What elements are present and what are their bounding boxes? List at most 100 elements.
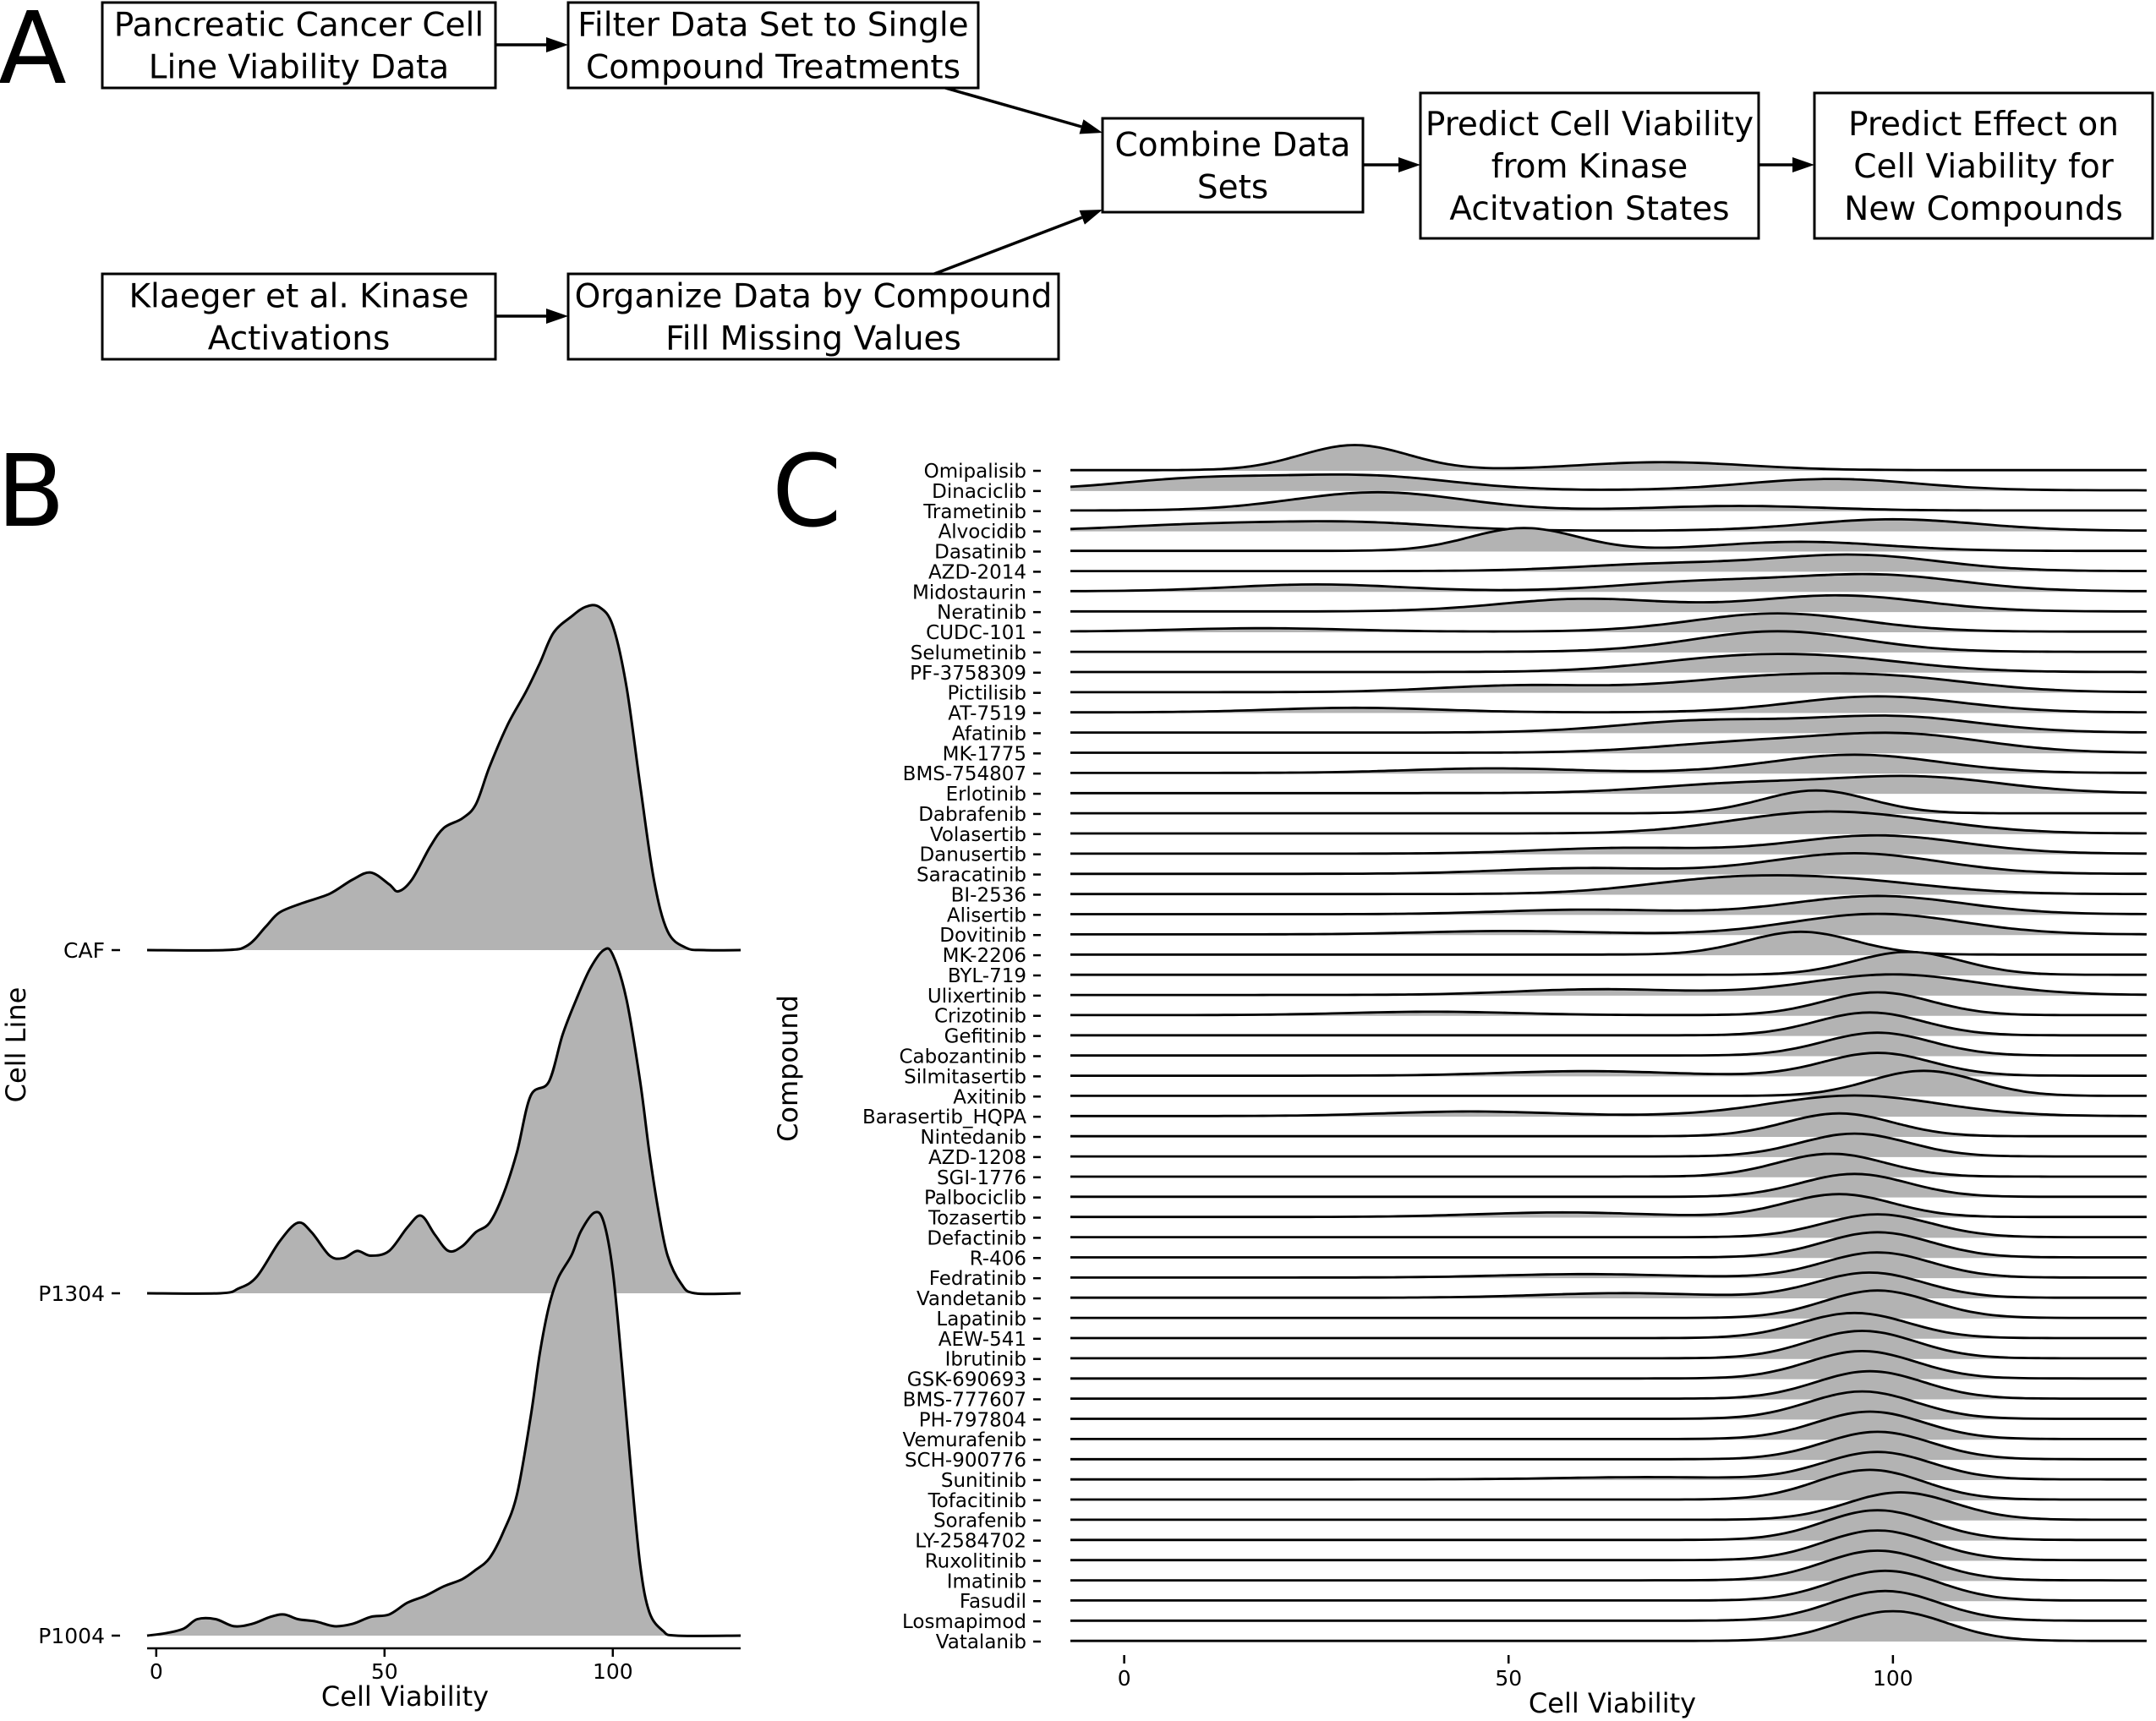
flow-box-text: Cell Viability for (1853, 148, 2114, 186)
ridge-cabozantinib (1070, 1031, 2147, 1057)
flow-box-text: Organize Data by Compound (575, 278, 1053, 316)
ridge-silmitasertib (1070, 1052, 2147, 1077)
panel-c-x-axis-title: Cell Viability (1529, 1687, 1696, 1719)
y-tick-label: SCH-900776 (905, 1450, 1026, 1472)
flow-box-text: New Compounds (1844, 190, 2123, 228)
y-tick-label: Ibrutinib (945, 1349, 1026, 1371)
y-tick-label: Crizotinib (934, 1006, 1026, 1028)
panel-c-ridgeline-chart: OmipalisibDinaciclibTrametinibAlvocidibD… (772, 444, 2147, 1719)
panel-c-x-axis: 0 50 100 (1118, 1655, 1913, 1691)
y-tick-label: Fedratinib (929, 1268, 1026, 1290)
panel-c-y-axis: OmipalisibDinaciclibTrametinibAlvocidibD… (862, 461, 1041, 1653)
ridge-neratinib (1070, 593, 2147, 613)
flow-box-predict-effect: Predict Effect on Cell Viability for New C… (1813, 91, 2154, 240)
flow-box-text: Pancreatic Cancer Cell (114, 7, 484, 45)
y-tick-label: Pictilisib (947, 683, 1026, 705)
y-tick-label: Selumetinib (911, 642, 1026, 664)
flow-box-text: Sets (1197, 169, 1268, 207)
ridge-volasertib (1070, 810, 2147, 835)
ridge-ibrutinib (1070, 1330, 2147, 1360)
y-tick-label: Tozasertib (928, 1208, 1026, 1230)
y-tick-label: Defactinib (927, 1227, 1026, 1249)
y-tick-label: Vandetanib (917, 1288, 1026, 1310)
ridge-axitinib (1070, 1069, 2147, 1097)
x-tick-label: 100 (1873, 1666, 1913, 1691)
flow-arrow (1759, 157, 1814, 172)
ridge-midostaurin (1070, 572, 2147, 593)
y-tick-label: MK-1775 (943, 743, 1026, 765)
ridge-alvocidib (1070, 517, 2147, 533)
y-tick-label: MK-2206 (943, 945, 1026, 967)
y-tick-label: Nintedanib (920, 1127, 1026, 1149)
ridge-bms-754807 (1070, 753, 2147, 774)
y-tick-label: Silmitasertib (904, 1066, 1026, 1088)
y-tick-label: Gefitinib (944, 1026, 1026, 1048)
flow-arrow (495, 309, 568, 324)
flow-box-text: Acitvation States (1449, 190, 1729, 228)
ridge-p1004 (146, 1210, 741, 1637)
panel-b-y-axis-title: Cell Line (0, 987, 32, 1103)
y-tick-label: PF-3758309 (910, 663, 1026, 685)
y-tick-label: R-406 (970, 1248, 1026, 1270)
ridge-lapatinib (1070, 1289, 2147, 1319)
y-tick-label: Midostaurin (912, 582, 1026, 604)
ridge-saracatinib (1070, 851, 2147, 876)
flow-box-text: Line Viability Data (149, 49, 449, 87)
ridge-byl-719 (1070, 950, 2147, 976)
y-tick-label: Tofacitinib (928, 1490, 1026, 1512)
panel-c-ridges (1070, 444, 2147, 1642)
y-tick-label: Barasertib_HQPA (862, 1106, 1026, 1128)
panel-b-ridges (146, 604, 741, 1637)
ridge-selumetinib (1070, 630, 2147, 653)
y-tick-label: Dinaciclib (932, 481, 1026, 503)
workflow-diagram: Pancreatic Cancer Cell Line Viability Dat… (101, 1, 2154, 361)
flow-box-klaeger: Klaeger et al. Kinase Activations (101, 272, 497, 361)
panel-c-y-axis-title: Compound (772, 995, 804, 1142)
ridge-azd-1208 (1070, 1132, 2147, 1158)
y-tick-label: Neratinib (937, 602, 1026, 624)
flow-box-text: Filter Data Set to Single (577, 7, 968, 45)
y-tick-label: Saracatinib (917, 865, 1026, 887)
y-tick-label: Erlotinib (946, 784, 1026, 806)
ridge-at-7519 (1070, 695, 2147, 714)
y-tick-label: BI-2536 (951, 884, 1026, 906)
y-tick-label: AZD-2014 (928, 561, 1026, 583)
y-tick-label: P1304 (38, 1281, 105, 1306)
y-tick-label: Ruxolitinib (925, 1550, 1026, 1572)
flow-box-text: Activations (208, 320, 391, 358)
ridge-pf-3758309 (1070, 653, 2147, 674)
flow-box-organize: Organize Data by Compound Fill Missing Va… (566, 272, 1060, 361)
ridge-tozasertib (1070, 1193, 2147, 1219)
y-tick-label: CUDC-101 (926, 622, 1026, 644)
ridge-cudc-101 (1070, 612, 2147, 633)
ridge-palbociclib (1070, 1172, 2147, 1199)
panel-b-y-axis: CAF P1304 P1004 (38, 938, 120, 1648)
ridge-pictilisib (1070, 672, 2147, 694)
x-tick-label: 100 (593, 1659, 633, 1684)
y-tick-label: PH-797804 (919, 1409, 1026, 1431)
flow-box-predict-viability: Predict Cell Viability from Kinase Acitvat… (1419, 91, 1760, 240)
ridge-azd-2014 (1070, 553, 2147, 573)
ridge-erlotinib (1070, 774, 2147, 795)
y-tick-label: Sunitinib (941, 1470, 1026, 1492)
ridge-alisertib (1070, 894, 2147, 915)
ridge-p1304 (146, 947, 741, 1296)
panel-label-a: A (0, 0, 67, 107)
y-tick-label: Trametinib (922, 501, 1026, 523)
x-tick-label: 0 (1118, 1666, 1131, 1691)
flow-box-viability: Pancreatic Cancer Cell Line Viability Dat… (101, 1, 497, 90)
y-tick-label: CAF (63, 938, 105, 963)
y-tick-label: Alvocidib (938, 522, 1026, 544)
y-tick-label: Alisertib (947, 904, 1026, 926)
ridge-dinaciclib (1070, 473, 2147, 492)
y-tick-label: Dovitinib (939, 925, 1026, 947)
y-tick-label: Losmapimod (902, 1611, 1026, 1633)
x-tick-label: 50 (371, 1659, 398, 1684)
ridge-vatalanib (1070, 1609, 2147, 1642)
y-tick-label: Imatinib (947, 1571, 1026, 1593)
ridge-barasertib-hqpa (1070, 1094, 2147, 1117)
ridge-dovitinib (1070, 912, 2147, 936)
y-tick-label: Lapatinib (936, 1309, 1026, 1330)
y-tick-label: Volasertib (930, 824, 1026, 846)
